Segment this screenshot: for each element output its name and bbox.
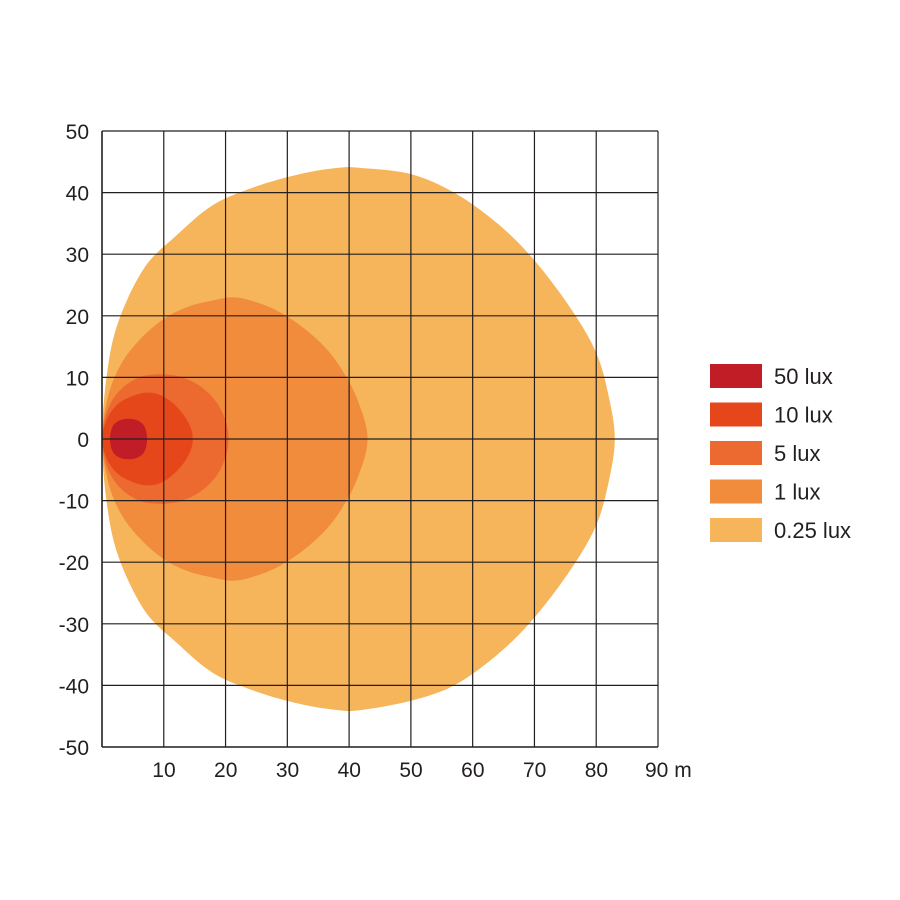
x-tick-label: 70	[523, 759, 546, 782]
grid	[101, 130, 659, 748]
legend-swatch	[710, 518, 762, 542]
y-tick-label: -30	[59, 614, 89, 637]
x-tick-label: 10	[152, 759, 175, 782]
legend-label: 5 lux	[774, 441, 820, 466]
legend-label: 1 lux	[774, 480, 820, 505]
x-axis: 10 20 30 40 50 60 70 80 90 m	[152, 759, 691, 782]
y-tick-label: 20	[66, 306, 89, 329]
x-tick-label: 30	[276, 759, 299, 782]
legend-label: 10 lux	[774, 403, 833, 428]
y-tick-label: 10	[66, 367, 89, 390]
y-tick-label: -50	[59, 737, 89, 760]
legend-swatch	[710, 364, 762, 388]
legend-swatch	[710, 479, 762, 504]
x-tick-label: 80	[585, 759, 608, 782]
y-tick-label: -10	[59, 491, 89, 514]
legend: 50 lux 10 lux 5 lux 1 lux 0.25 lux	[710, 364, 851, 543]
y-tick-label: 30	[66, 244, 89, 267]
y-tick-label: 50	[66, 121, 89, 144]
x-tick-label: 40	[338, 759, 361, 782]
x-tick-label: 60	[461, 759, 484, 782]
y-tick-label: -20	[59, 552, 89, 575]
x-tick-label: 20	[214, 759, 237, 782]
legend-swatch	[710, 441, 762, 465]
x-tick-label: 50	[399, 759, 422, 782]
y-tick-label: -40	[59, 675, 89, 698]
y-axis: 50 40 30 20 10 0 -10 -20 -30 -40 -50	[59, 121, 89, 760]
legend-label: 0.25 lux	[774, 518, 851, 543]
x-tick-label: 90 m	[645, 759, 692, 782]
y-tick-label: 0	[77, 429, 89, 452]
legend-swatch	[710, 402, 762, 427]
y-tick-label: 40	[66, 183, 89, 206]
legend-label: 50 lux	[774, 364, 833, 389]
